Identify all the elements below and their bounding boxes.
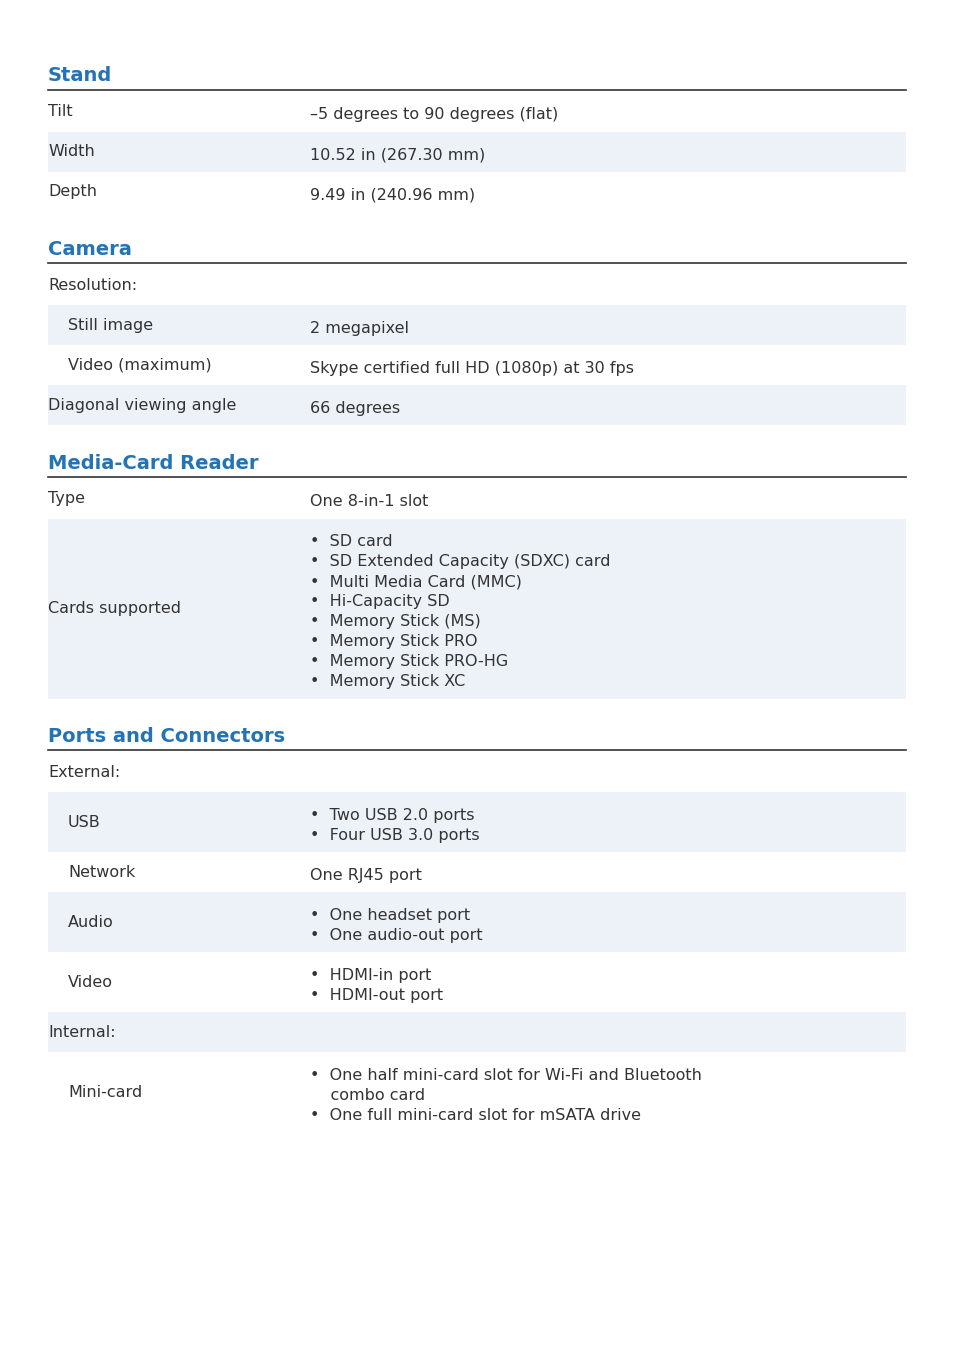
Text: •  Memory Stick (MS): • Memory Stick (MS) xyxy=(310,615,480,630)
Text: Type: Type xyxy=(48,492,85,506)
Bar xyxy=(48,753,905,792)
Text: •  One audio-out port: • One audio-out port xyxy=(310,927,482,942)
Text: Width: Width xyxy=(48,144,94,160)
Text: •  Memory Stick PRO: • Memory Stick PRO xyxy=(310,634,477,650)
Text: combo card: combo card xyxy=(310,1087,425,1104)
Bar xyxy=(48,345,905,385)
Text: •  Memory Stick XC: • Memory Stick XC xyxy=(310,674,465,689)
Text: Depth: Depth xyxy=(48,184,97,199)
Bar xyxy=(48,892,905,952)
Text: •  SD card: • SD card xyxy=(310,535,393,550)
Text: Tilt: Tilt xyxy=(48,104,72,119)
Bar xyxy=(48,1013,905,1052)
Text: •  One headset port: • One headset port xyxy=(310,909,470,923)
Text: Still image: Still image xyxy=(68,318,153,333)
Text: Diagonal viewing angle: Diagonal viewing angle xyxy=(48,398,236,413)
Text: •  Memory Stick PRO-HG: • Memory Stick PRO-HG xyxy=(310,654,508,669)
Text: Mini-card: Mini-card xyxy=(68,1085,142,1099)
Bar xyxy=(48,92,905,131)
Text: Network: Network xyxy=(68,865,135,880)
Bar xyxy=(48,792,905,853)
Text: Video (maximum): Video (maximum) xyxy=(68,357,212,372)
Text: 9.49 in (240.96 mm): 9.49 in (240.96 mm) xyxy=(310,187,475,202)
Text: –5 degrees to 90 degrees (flat): –5 degrees to 90 degrees (flat) xyxy=(310,107,558,122)
Text: Media-Card Reader: Media-Card Reader xyxy=(48,454,258,473)
Text: •  One full mini-card slot for mSATA drive: • One full mini-card slot for mSATA driv… xyxy=(310,1108,640,1122)
Text: Internal:: Internal: xyxy=(48,1025,115,1040)
Text: •  HDMI-out port: • HDMI-out port xyxy=(310,988,442,1003)
Text: •  One half mini-card slot for Wi-Fi and Bluetooth: • One half mini-card slot for Wi-Fi and … xyxy=(310,1068,701,1083)
Text: Camera: Camera xyxy=(48,240,132,259)
Text: 66 degrees: 66 degrees xyxy=(310,401,399,416)
Bar xyxy=(48,479,905,519)
Text: Cards supported: Cards supported xyxy=(48,601,181,616)
Bar xyxy=(48,952,905,1013)
Text: Skype certified full HD (1080p) at 30 fps: Skype certified full HD (1080p) at 30 fp… xyxy=(310,360,634,375)
Text: •  Four USB 3.0 ports: • Four USB 3.0 ports xyxy=(310,827,479,844)
Bar xyxy=(48,305,905,345)
Text: USB: USB xyxy=(68,815,101,830)
Text: Stand: Stand xyxy=(48,66,112,85)
Text: 10.52 in (267.30 mm): 10.52 in (267.30 mm) xyxy=(310,148,485,162)
Text: •  HDMI-in port: • HDMI-in port xyxy=(310,968,431,983)
Text: 2 megapixel: 2 megapixel xyxy=(310,321,409,336)
Text: Video: Video xyxy=(68,975,112,990)
Text: External:: External: xyxy=(48,765,120,780)
Text: One 8-in-1 slot: One 8-in-1 slot xyxy=(310,494,428,509)
Bar xyxy=(48,385,905,425)
Bar xyxy=(48,519,905,699)
Bar xyxy=(48,1052,905,1132)
Text: Resolution:: Resolution: xyxy=(48,278,137,292)
Bar xyxy=(48,172,905,211)
Text: Audio: Audio xyxy=(68,915,113,930)
Text: Ports and Connectors: Ports and Connectors xyxy=(48,727,285,746)
Text: One RJ45 port: One RJ45 port xyxy=(310,868,421,883)
Text: •  Multi Media Card (MMC): • Multi Media Card (MMC) xyxy=(310,574,521,589)
Text: •  Hi-Capacity SD: • Hi-Capacity SD xyxy=(310,594,449,609)
Bar xyxy=(48,131,905,172)
Text: •  SD Extended Capacity (SDXC) card: • SD Extended Capacity (SDXC) card xyxy=(310,554,610,569)
Text: •  Two USB 2.0 ports: • Two USB 2.0 ports xyxy=(310,808,474,823)
Bar xyxy=(48,853,905,892)
Bar xyxy=(48,265,905,305)
